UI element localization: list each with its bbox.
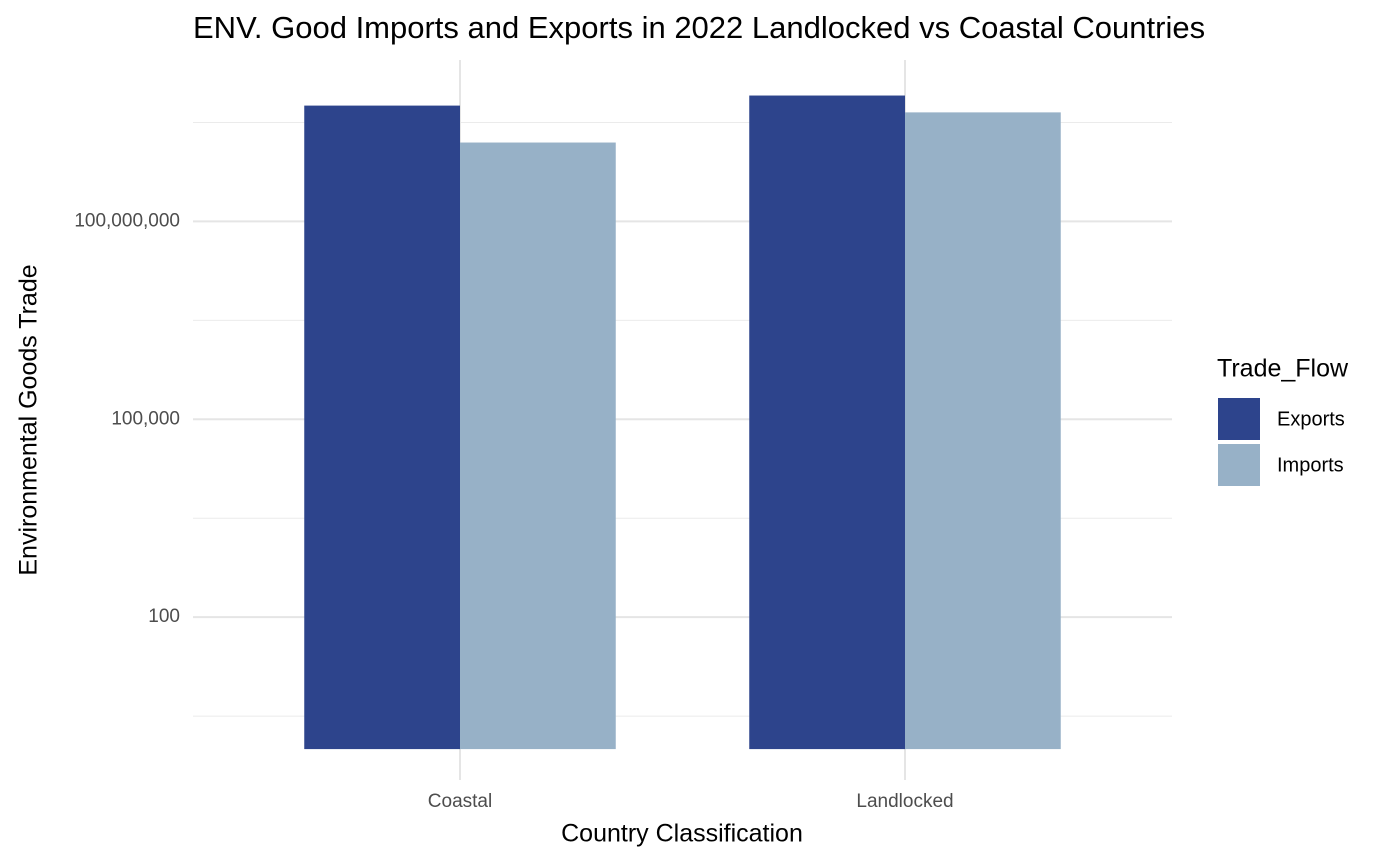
y-tick-label: 100,000 (111, 408, 180, 429)
legend-title: Trade_Flow (1217, 355, 1349, 383)
y-tick-label: 100,000,000 (74, 210, 180, 231)
chart-title: ENV. Good Imports and Exports in 2022 La… (193, 10, 1205, 45)
bar (905, 112, 1061, 750)
x-axis-label: Country Classification (561, 820, 803, 848)
bar (749, 95, 905, 750)
legend-key (1218, 398, 1260, 440)
bar (460, 142, 616, 750)
y-tick-label: 100 (148, 606, 180, 627)
y-axis-label: Environmental Goods Trade (15, 264, 43, 575)
x-tick-label: Coastal (428, 791, 492, 812)
legend-label: Exports (1277, 408, 1345, 430)
bar (304, 105, 460, 750)
legend-key (1218, 444, 1260, 486)
legend-label: Imports (1277, 454, 1344, 476)
x-tick-label: Landlocked (856, 791, 953, 812)
